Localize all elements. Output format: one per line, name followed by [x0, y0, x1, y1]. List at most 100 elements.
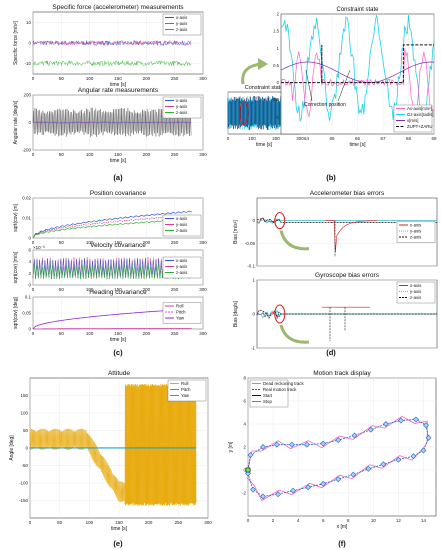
y-axis-label: Angular rate [deg/s] — [13, 100, 19, 144]
legend-label: Roll — [176, 304, 183, 309]
y-tick-label: 1 — [277, 46, 280, 51]
legend-label: z-axis — [410, 235, 421, 240]
x-tick-label: 50 — [59, 287, 65, 292]
series-line-y-axis — [32, 40, 192, 46]
x-tick-label: 100 — [86, 331, 94, 336]
x-tick-label: 8 — [347, 518, 350, 523]
y-tick-label: 6 — [243, 399, 246, 404]
chart-title: Angular rate measurements — [78, 87, 159, 94]
y-tick-label: 0 — [252, 218, 255, 223]
chart-e: Attitude 0 50 100 150 200 250 300 -150 -100 -50 0 50… — [9, 370, 212, 532]
y-tick-label: -100 — [19, 481, 29, 486]
legend-label: v[m/s] — [407, 118, 418, 123]
chart-title: Gyroscope bias errors — [315, 272, 380, 279]
legend-label: x-axis — [176, 216, 187, 221]
chart-title: Heading covariance — [89, 289, 147, 296]
series-line-yaw — [29, 383, 197, 506]
x-tick-label: 200 — [145, 520, 153, 525]
y-tick-label: -200 — [22, 148, 32, 153]
legend-label: x-axis — [410, 223, 421, 228]
x-tick-label: 300 — [199, 152, 207, 157]
x-tick-label: 0 — [247, 518, 250, 523]
track-marker — [423, 422, 429, 429]
y-tick-label: 2 — [277, 12, 280, 17]
legend-label: x-axis — [176, 98, 187, 103]
series-line-ax-axis — [280, 14, 435, 122]
legend-label: Real motion track — [263, 387, 297, 392]
series-line-x-axis — [32, 210, 192, 239]
x-tick-label: 250 — [171, 287, 179, 292]
y-tick-label: 50 — [23, 428, 29, 433]
y-tick-label: 0 — [28, 283, 31, 288]
track-marker — [260, 493, 266, 500]
series-line-zupt — [281, 44, 434, 84]
y-axis-label: Bias [deg/s] — [233, 300, 239, 327]
x-tick-label: 100 — [86, 287, 94, 292]
arrow-head — [258, 58, 268, 70]
panel-label: (c) — [113, 348, 123, 357]
chart-c1: Position covariance 0 50 100 150 200 250 300 0 0.… — [13, 190, 207, 245]
legend-label: y-axis — [410, 229, 421, 234]
track-marker — [410, 453, 417, 460]
y-tick-label: 1.5 — [273, 29, 279, 34]
x-tick-label: 200 — [143, 240, 151, 245]
track-marker — [351, 432, 358, 439]
x-tick-label: 150 — [114, 331, 122, 336]
highlight-ellipse — [239, 100, 249, 126]
legend-label: z-axis — [410, 295, 421, 300]
y-tick-label: 0 — [28, 327, 31, 332]
legend-label: Pitch — [181, 387, 191, 392]
inset-trace — [325, 220, 377, 253]
x-tick-label: 4 — [297, 518, 300, 523]
y-tick-label: 0.01 — [22, 216, 31, 221]
x-tick-label: 200 — [272, 136, 280, 141]
x-tick-label: 50 — [59, 240, 65, 245]
series-line-z-axis — [32, 60, 192, 67]
track-marker — [335, 437, 342, 444]
legend-label: Pitch — [176, 310, 186, 315]
x-tick-label: 200 — [143, 287, 151, 292]
x-tick-label: 67 — [380, 136, 386, 141]
series-line-y-axis — [256, 219, 437, 224]
x-tick-label: 0 — [32, 331, 35, 336]
legend-label: Stop — [263, 399, 272, 404]
chart-title: Constraint state — [245, 85, 284, 91]
legend-label: ZUPT+ZARU — [407, 124, 432, 129]
y-tick-label: 100 — [20, 411, 28, 416]
chart-c3: Heading covariance 0 50 100 150 200 250 300 0 0.0… — [13, 289, 207, 343]
legend-label: Ax-axis[m/s²] — [407, 106, 432, 111]
legend-label: Start — [263, 393, 273, 398]
x-tick-label: 100 — [86, 76, 94, 81]
x-tick-label: 65 — [329, 136, 335, 141]
legend-label: x-axis — [176, 258, 187, 263]
y-axis-label: Bias [m/s²] — [233, 220, 239, 244]
y-tick-label: -150 — [19, 498, 29, 503]
track-marker — [320, 480, 327, 487]
stop-marker — [245, 467, 251, 473]
y-tick-label: 4 — [243, 422, 246, 427]
series-line-x-axis — [33, 121, 192, 124]
x-tick-label: 250 — [171, 76, 179, 81]
legend-label: Gz-axis[rad/s] — [407, 112, 434, 117]
x-axis-label: time [s] — [110, 82, 127, 88]
y-axis-label: y [m] — [228, 441, 234, 452]
track-marker — [413, 416, 419, 423]
track-marker — [250, 486, 256, 493]
x-axis-label: time [s] — [110, 158, 127, 164]
y-tick-label: -50 — [21, 463, 28, 468]
x-tick-label: 150 — [114, 76, 122, 81]
x-tick-label: 250 — [171, 331, 179, 336]
x-tick-label: 250 — [175, 520, 183, 525]
track-marker — [320, 440, 327, 447]
y-tick-label: -1 — [275, 114, 279, 119]
legend-label: z-axis — [176, 270, 187, 275]
y-axis-label: sqrt(cov) [m] — [13, 204, 19, 232]
y-tick-label: 0 — [28, 236, 31, 241]
x-tick-label: 0 — [29, 520, 32, 525]
legend-label: y-axis — [176, 21, 187, 26]
